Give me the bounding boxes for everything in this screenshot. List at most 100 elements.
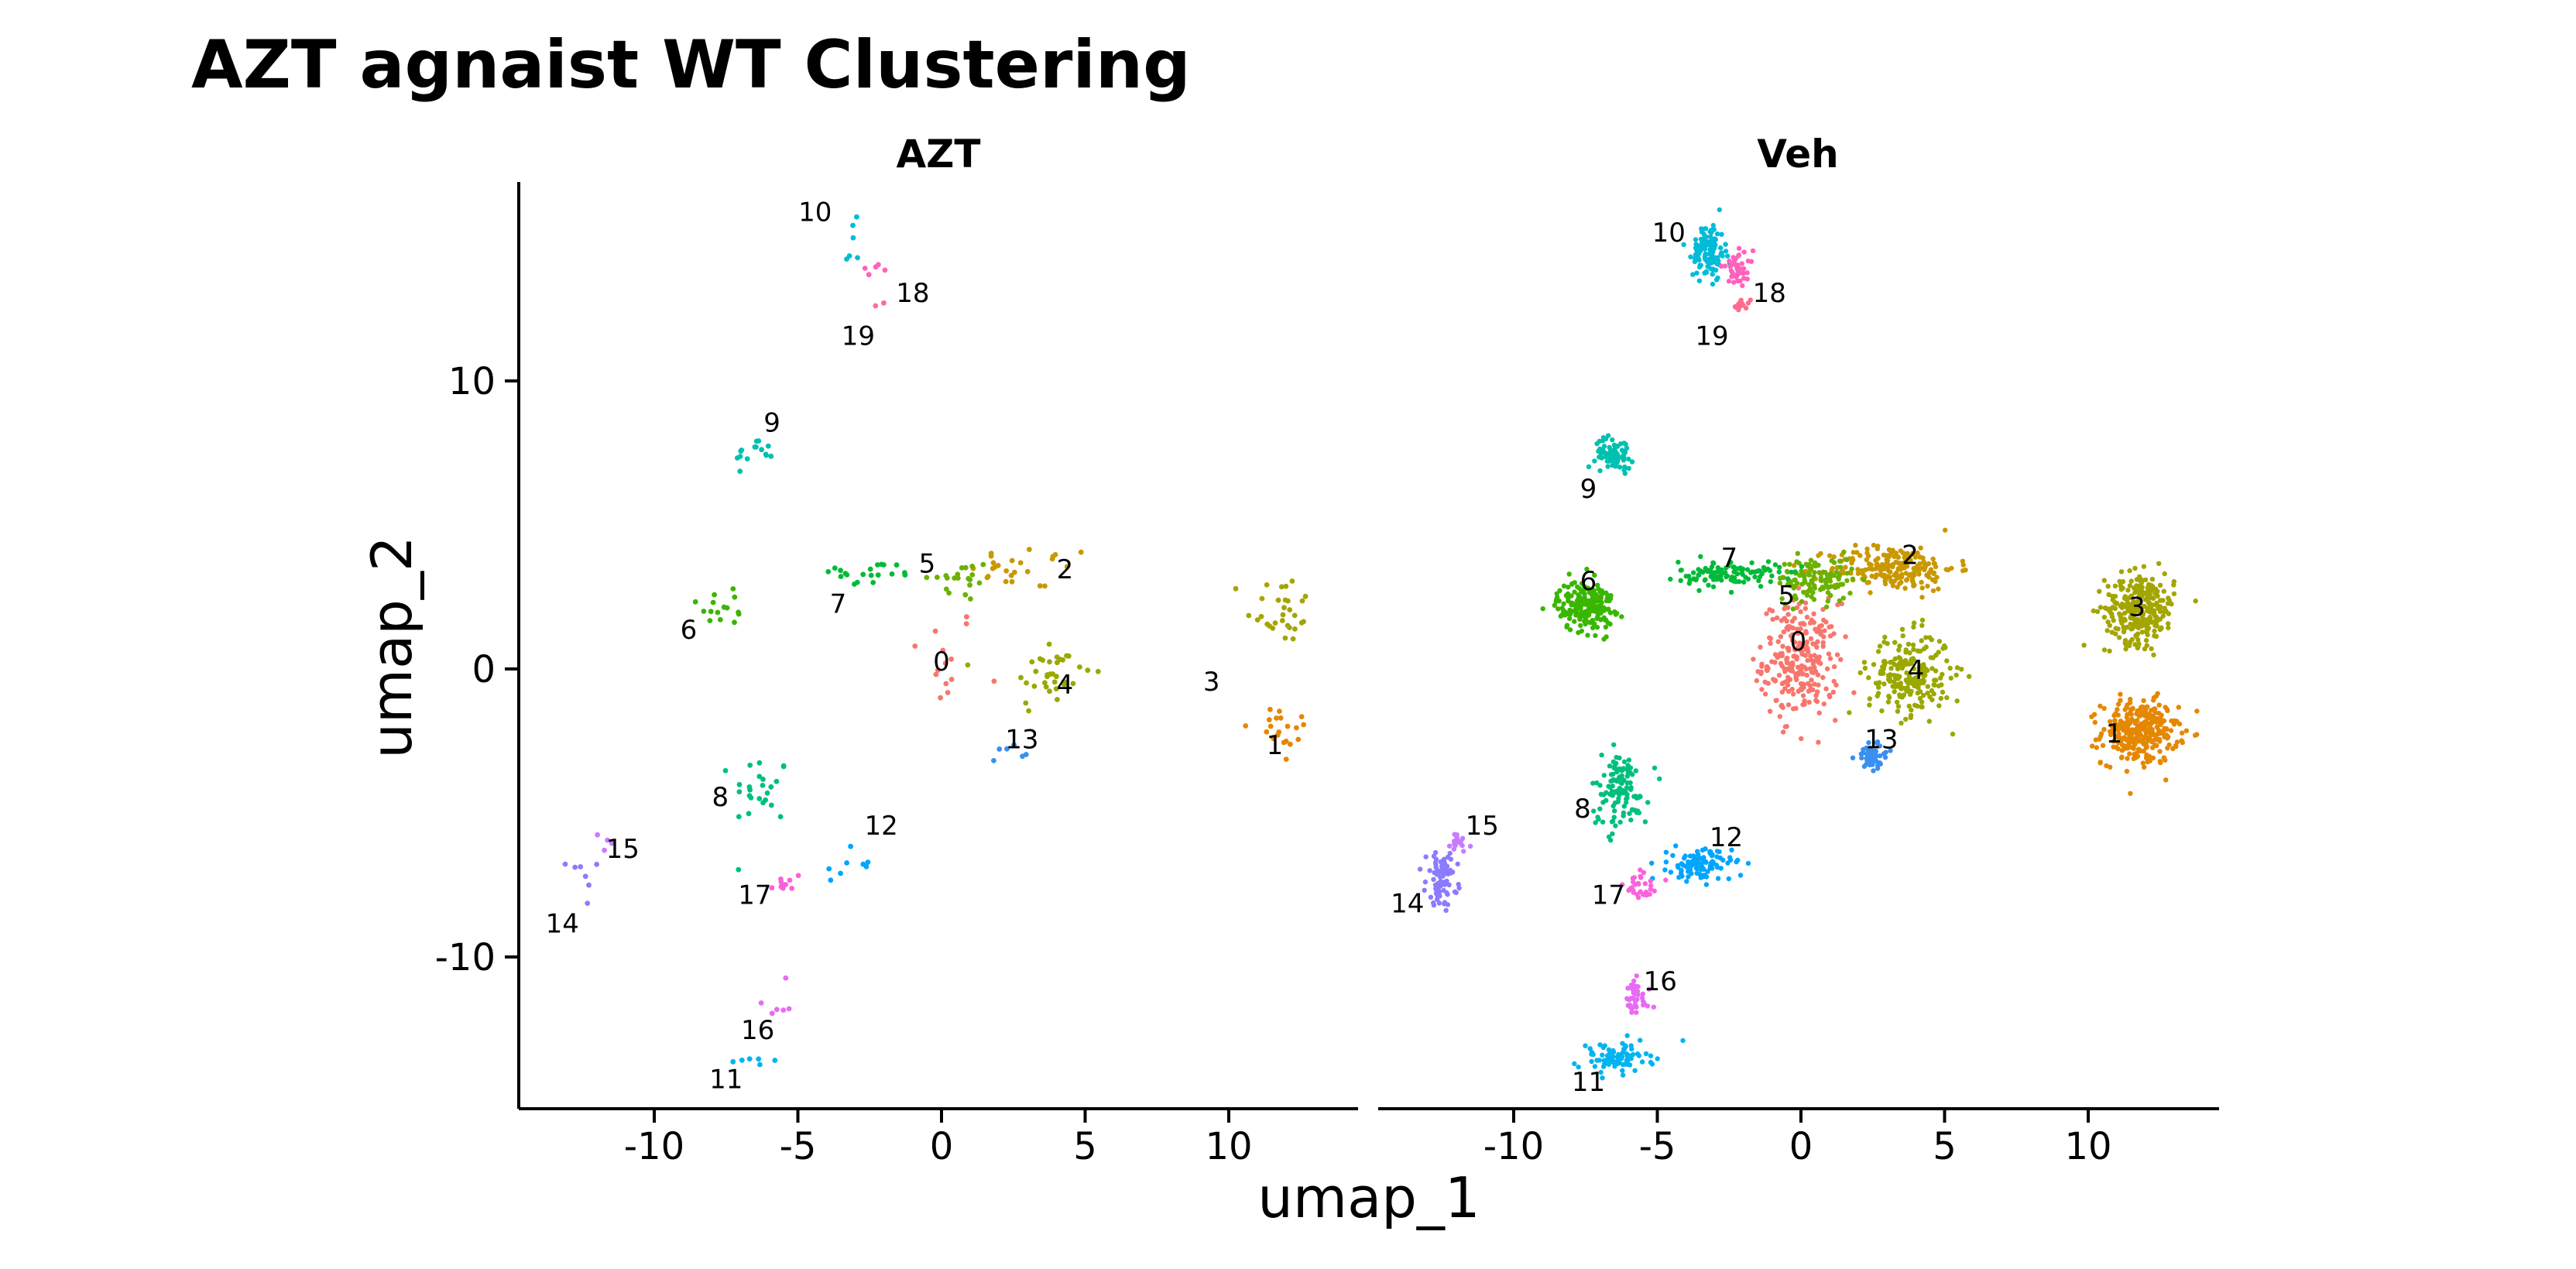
cell-point-cluster-1 bbox=[2143, 729, 2149, 734]
cell-point-cluster-3 bbox=[2132, 590, 2138, 595]
cell-point-cluster-9 bbox=[1621, 454, 1627, 460]
cell-point-cluster-18 bbox=[1722, 263, 1728, 269]
cell-point-cluster-1 bbox=[2156, 711, 2162, 716]
cell-point-cluster-7 bbox=[1679, 568, 1684, 573]
cell-point-cluster-4 bbox=[1048, 671, 1053, 677]
cluster-label-10: 10 bbox=[1652, 218, 1686, 249]
cell-point-cluster-15 bbox=[1446, 843, 1453, 849]
cell-point-cluster-10 bbox=[1705, 264, 1711, 269]
cell-point-cluster-3 bbox=[2193, 598, 2198, 604]
cell-point-cluster-0 bbox=[1809, 677, 1814, 683]
cell-point-cluster-14 bbox=[1434, 897, 1440, 902]
cell-point-cluster-0 bbox=[1802, 622, 1807, 627]
cell-point-cluster-19 bbox=[1739, 300, 1745, 307]
cell-point-cluster-10 bbox=[1710, 272, 1715, 277]
cell-point-cluster-12 bbox=[1726, 876, 1731, 882]
cell-point-cluster-4 bbox=[1889, 659, 1895, 665]
cell-point-cluster-4 bbox=[1886, 694, 1892, 699]
cell-point-cluster-6 bbox=[1593, 592, 1599, 597]
cell-point-cluster-9 bbox=[1597, 438, 1602, 444]
cell-point-cluster-12 bbox=[828, 877, 834, 883]
cell-point-cluster-0 bbox=[1782, 724, 1789, 729]
cell-point-cluster-4 bbox=[1051, 679, 1058, 685]
cell-point-cluster-0 bbox=[1784, 619, 1789, 624]
facet-label-azt: AZT bbox=[896, 132, 980, 177]
cell-point-cluster-5 bbox=[1801, 571, 1806, 578]
cell-point-cluster-16 bbox=[1645, 1003, 1650, 1009]
cell-point-cluster-4 bbox=[1919, 617, 1926, 623]
cell-point-cluster-10 bbox=[1710, 222, 1716, 228]
cell-point-cluster-6 bbox=[1590, 608, 1595, 613]
cell-point-cluster-4 bbox=[1908, 677, 1913, 682]
cell-point-cluster-6 bbox=[1566, 571, 1572, 577]
cell-point-cluster-4 bbox=[1923, 635, 1929, 640]
cell-point-cluster-0 bbox=[1838, 657, 1844, 662]
cell-point-cluster-7 bbox=[1715, 565, 1720, 571]
cell-point-cluster-14 bbox=[1422, 879, 1429, 885]
cell-point-cluster-9 bbox=[1605, 464, 1610, 469]
cell-point-cluster-4 bbox=[1895, 708, 1901, 714]
cell-point-cluster-18 bbox=[1744, 270, 1750, 276]
cell-point-cluster-5 bbox=[1799, 598, 1805, 605]
cell-point-cluster-1 bbox=[2101, 705, 2107, 712]
cluster-label-13: 13 bbox=[1005, 725, 1038, 756]
cell-point-cluster-1 bbox=[2152, 737, 2158, 743]
cell-point-cluster-5 bbox=[946, 590, 952, 596]
cell-point-cluster-14 bbox=[1456, 882, 1461, 887]
cell-point-cluster-2 bbox=[1919, 585, 1925, 591]
cell-point-cluster-2 bbox=[1902, 585, 1908, 591]
cell-point-cluster-12 bbox=[1710, 859, 1716, 865]
cell-point-cluster-4 bbox=[1959, 667, 1964, 672]
cell-point-cluster-10 bbox=[1703, 256, 1708, 262]
cell-point-cluster-5 bbox=[1844, 557, 1849, 562]
cluster-label-11: 11 bbox=[709, 1065, 743, 1096]
cell-point-cluster-1 bbox=[2156, 736, 2163, 743]
cell-point-cluster-6 bbox=[701, 609, 707, 614]
cell-point-cluster-7 bbox=[1765, 559, 1772, 564]
cell-point-cluster-2 bbox=[1009, 578, 1015, 585]
cell-point-cluster-4 bbox=[1893, 674, 1899, 680]
cell-point-cluster-5 bbox=[1806, 564, 1811, 569]
cell-point-cluster-6 bbox=[1603, 624, 1609, 630]
cell-point-cluster-0 bbox=[1806, 699, 1812, 705]
cell-point-cluster-12 bbox=[1676, 864, 1681, 870]
cell-point-cluster-2 bbox=[1963, 568, 1968, 573]
cell-point-cluster-4 bbox=[1920, 678, 1926, 684]
cell-point-cluster-7 bbox=[875, 572, 881, 578]
cell-point-cluster-8 bbox=[1635, 808, 1641, 814]
cell-point-cluster-3 bbox=[2139, 580, 2145, 585]
cell-point-cluster-1 bbox=[2097, 736, 2102, 742]
cell-point-cluster-14 bbox=[1433, 865, 1439, 870]
cell-point-cluster-7 bbox=[1710, 577, 1717, 582]
cell-point-cluster-10 bbox=[1714, 231, 1720, 237]
cell-point-cluster-1 bbox=[2133, 739, 2139, 745]
cell-point-cluster-7 bbox=[1768, 579, 1773, 585]
cell-point-cluster-0 bbox=[1774, 698, 1779, 703]
cluster-label-8: 8 bbox=[1574, 794, 1591, 825]
cell-point-cluster-4 bbox=[1931, 691, 1936, 697]
cell-point-cluster-13 bbox=[1865, 756, 1871, 761]
cell-point-cluster-0 bbox=[1780, 705, 1785, 711]
cell-point-cluster-6 bbox=[1594, 625, 1600, 630]
cell-point-cluster-4 bbox=[1879, 708, 1885, 714]
cell-point-cluster-8 bbox=[1607, 763, 1613, 769]
cell-point-cluster-5 bbox=[1818, 575, 1823, 581]
cell-point-cluster-0 bbox=[1790, 691, 1796, 697]
cell-point-cluster-4 bbox=[1892, 679, 1897, 684]
cell-point-cluster-1 bbox=[2101, 726, 2107, 732]
cell-point-cluster-4 bbox=[1875, 693, 1880, 699]
cell-point-cluster-16 bbox=[758, 1000, 764, 1006]
cell-point-cluster-7 bbox=[1693, 576, 1700, 581]
cell-point-cluster-1 bbox=[2115, 746, 2121, 752]
cell-point-cluster-1 bbox=[1264, 729, 1270, 735]
cell-point-cluster-3 bbox=[2129, 636, 2135, 643]
cell-point-cluster-11 bbox=[1600, 1044, 1606, 1051]
cell-point-cluster-0 bbox=[1796, 630, 1801, 636]
cell-point-cluster-0 bbox=[964, 614, 969, 620]
cell-point-cluster-4 bbox=[1095, 668, 1101, 674]
cell-point-cluster-2 bbox=[1907, 557, 1913, 562]
cell-point-cluster-3 bbox=[1287, 607, 1293, 612]
cell-point-cluster-8 bbox=[1631, 794, 1637, 799]
cell-point-cluster-10 bbox=[1696, 264, 1703, 270]
cell-point-cluster-11 bbox=[1606, 1062, 1611, 1067]
